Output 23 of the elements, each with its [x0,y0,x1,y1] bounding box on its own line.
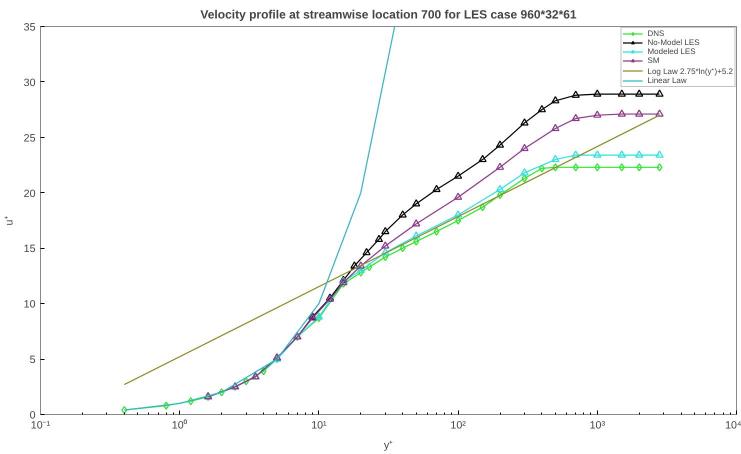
x-tick-label: 10⁻¹ [30,420,51,432]
x-tick-label: 10² [450,420,466,432]
x-tick-label: 10⁰ [172,418,188,432]
legend-label: Log Law 2.75*ln(y⁺)+5.2 [648,66,733,76]
y-tick-label: 5 [30,354,36,366]
x-tick-label: 10³ [590,420,606,432]
chart-title: Velocity profile at streamwise location 700 for LES case 960*32*61 [200,8,577,22]
x-tick-label: 10⁴ [725,420,741,432]
y-tick-label: 0 [30,410,36,422]
legend-label: SM [648,56,660,65]
x-tick-label: 10¹ [311,420,328,432]
legend-label: No-Model LES [648,38,700,47]
y-tick-label: 15 [24,243,36,256]
x-axis-title: y⁺ [384,440,394,452]
legend-label: DNS [648,29,666,38]
y-tick-label: 20 [24,188,36,200]
y-tick-label: 30 [24,76,36,89]
legend-label: Linear Law [648,76,687,85]
y-tick-label: 35 [24,22,36,34]
y-tick-label: 25 [24,132,36,144]
y-tick-label: 10 [24,298,36,311]
legend-label: Modeled LES [648,47,696,56]
y-axis-title: u⁺ [4,216,16,226]
